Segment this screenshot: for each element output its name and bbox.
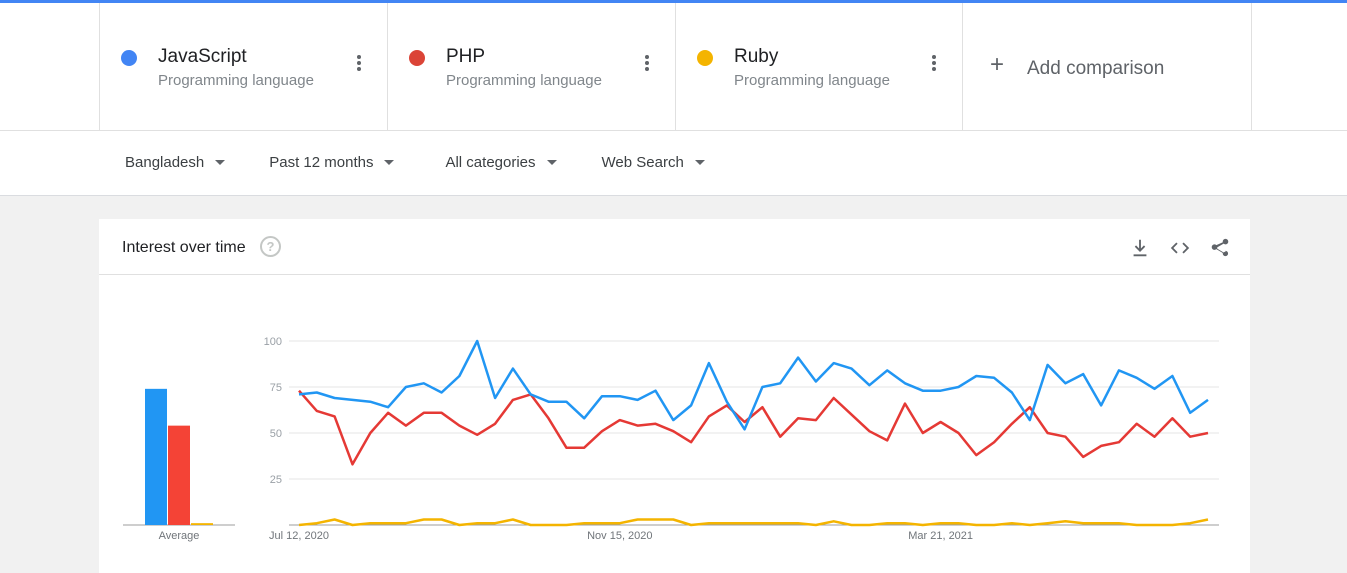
y-tick-label: 75 xyxy=(270,382,282,394)
embed-icon[interactable] xyxy=(1169,237,1191,259)
download-icon[interactable] xyxy=(1129,237,1151,259)
term-name[interactable]: PHP xyxy=(446,46,486,67)
interest-over-time-card: Interest over time ? 25 50 75 100 Jul 12, 20… xyxy=(99,219,1250,573)
y-tick-label: 100 xyxy=(264,336,282,348)
term-type: Programming language xyxy=(158,72,314,89)
dropdown-arrow-icon xyxy=(215,160,226,165)
card-header: Interest over time ? xyxy=(99,219,1250,275)
more-vert-icon[interactable] xyxy=(639,55,655,75)
add-icon: + xyxy=(990,51,1005,78)
interest-chart: 25 50 75 100 Jul 12, 2020 Nov 15, 2020 Mar 21,… xyxy=(123,336,1219,542)
x-tick-label: Nov 15, 2020 xyxy=(587,530,652,542)
x-tick-label: Mar 21, 2021 xyxy=(908,530,973,542)
term-name[interactable]: JavaScript xyxy=(158,46,247,67)
y-tick-label: 25 xyxy=(270,474,282,486)
average-bar-javascript xyxy=(145,388,167,525)
share-icon[interactable] xyxy=(1209,237,1231,259)
category-filter[interactable]: All categories xyxy=(445,154,557,171)
term-color-dot xyxy=(121,50,137,66)
term-color-dot xyxy=(697,50,713,66)
search-type-filter[interactable]: Web Search xyxy=(602,154,705,171)
filter-label: All categories xyxy=(445,154,536,171)
filter-label: Web Search xyxy=(601,154,684,171)
explore-header: JavaScript Programming language PHP Prog… xyxy=(0,3,1347,196)
time-range-filter[interactable]: Past 12 months xyxy=(269,154,395,171)
more-vert-icon[interactable] xyxy=(926,55,942,75)
dropdown-arrow-icon xyxy=(384,160,395,165)
average-bar-ruby xyxy=(191,523,213,525)
term-card-ruby[interactable]: Ruby Programming language xyxy=(675,3,962,130)
series-line-php xyxy=(298,389,1209,466)
add-comparison-button[interactable]: + Add comparison xyxy=(962,3,1251,130)
filter-label: Past 12 months xyxy=(269,154,374,171)
x-tick-label: Jul 12, 2020 xyxy=(269,530,329,542)
region-filter[interactable]: Bangladesh xyxy=(125,154,226,171)
term-color-dot xyxy=(409,50,425,66)
term-name[interactable]: Ruby xyxy=(734,46,779,67)
more-vert-icon[interactable] xyxy=(351,55,367,75)
add-comparison-label: Add comparison xyxy=(1027,58,1165,79)
top-accent-bar xyxy=(0,0,1347,3)
series-line-javascript xyxy=(298,339,1209,431)
dropdown-arrow-icon xyxy=(546,160,557,165)
term-type: Programming language xyxy=(734,72,890,89)
dropdown-arrow-icon xyxy=(694,160,705,165)
term-card-php[interactable]: PHP Programming language xyxy=(387,3,675,130)
average-label: Average xyxy=(159,530,200,542)
filter-label: Bangladesh xyxy=(125,154,205,171)
term-type: Programming language xyxy=(446,72,602,89)
series-line-ruby xyxy=(298,518,1209,527)
average-bar-php xyxy=(168,425,190,525)
help-icon[interactable]: ? xyxy=(260,236,281,257)
card-title: Interest over time xyxy=(122,239,246,256)
filter-bar: Bangladesh Past 12 months All categories… xyxy=(125,154,705,171)
term-card-javascript[interactable]: JavaScript Programming language xyxy=(99,3,387,130)
search-terms: JavaScript Programming language PHP Prog… xyxy=(99,3,1252,130)
header-divider xyxy=(0,130,1347,131)
y-tick-label: 50 xyxy=(270,428,282,440)
